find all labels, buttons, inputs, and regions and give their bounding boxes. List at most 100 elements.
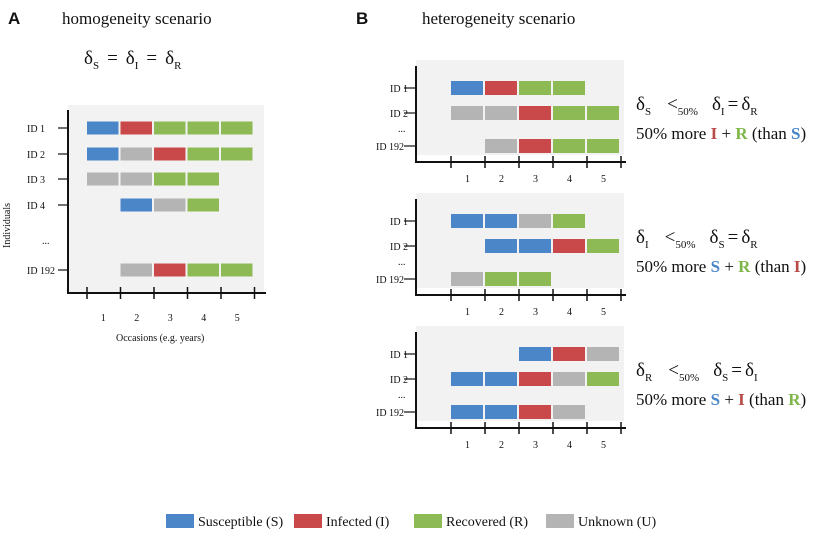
state-cell-U	[519, 214, 551, 228]
row-label: ID 4	[27, 201, 45, 212]
ellipsis: ...	[398, 124, 406, 135]
row-label: ID 1	[390, 350, 408, 361]
state-cell-R	[187, 172, 219, 186]
panel-b-subpanels: ID 1 ID 2 ID 192... 1 2 3 4 5 δS <50% δI = δR 50% mor…	[376, 60, 806, 451]
occasion-label: 3	[533, 307, 538, 318]
state-cell-I	[553, 239, 585, 253]
state-cell-U	[485, 139, 517, 153]
relation-equation: δI <50% δS = δR	[636, 227, 758, 251]
legend-label: Unknown (U)	[578, 515, 656, 530]
occasion-label: 1	[465, 174, 470, 185]
state-cell-U	[451, 272, 483, 286]
state-cell-S	[120, 198, 152, 212]
state-cell-S	[485, 372, 517, 386]
state-cell-R	[485, 272, 517, 286]
state-cell-R	[154, 121, 186, 135]
row-label: ID 1	[390, 217, 408, 228]
panel-b-title: heterogeneity scenario	[422, 9, 575, 28]
row-label: ID 2	[390, 375, 408, 386]
state-cell-R	[587, 372, 619, 386]
panel-a-x-ticks: 1 2 3 4 5	[86, 287, 256, 324]
row-label: ID 1	[27, 124, 45, 135]
state-cell-I	[485, 81, 517, 95]
legend-label: Infected (I)	[326, 515, 390, 530]
occasion-label: 5	[235, 313, 240, 324]
state-cell-R	[587, 106, 619, 120]
row-label: ID 2	[27, 150, 45, 161]
legend-label: Susceptible (S)	[198, 515, 283, 530]
occasion-label: 2	[134, 313, 139, 324]
legend-swatch-U	[546, 514, 574, 528]
state-cell-R	[553, 106, 585, 120]
legend: Susceptible (S) Infected (I) Recovered (R)…	[166, 514, 656, 530]
state-cell-I	[154, 147, 186, 161]
comparison-text: 50% more S + I (than R)	[636, 390, 806, 409]
panel-a-row-labels: ID 1 ID 2 ID 3 ID 4 ID 192	[27, 124, 68, 277]
state-cell-I	[519, 139, 551, 153]
state-cell-R	[221, 263, 253, 277]
ellipsis: ...	[398, 390, 406, 401]
panel-b-letter: B	[356, 9, 368, 28]
row-label: ID 192	[376, 275, 404, 286]
legend-label: Recovered (R)	[446, 515, 528, 530]
x-axis-label: Occasions (e.g. years)	[116, 333, 204, 344]
row-label: ID 192	[27, 266, 55, 277]
state-cell-S	[451, 81, 483, 95]
state-cell-R	[154, 172, 186, 186]
occasion-label: 1	[101, 313, 106, 324]
state-cell-S	[451, 405, 483, 419]
state-cell-R	[221, 121, 253, 135]
legend-swatch-I	[294, 514, 322, 528]
state-cell-R	[553, 139, 585, 153]
relation-equation: δR <50% δS = δI	[636, 360, 758, 384]
state-cell-S	[485, 214, 517, 228]
panel-a-letter: A	[8, 9, 20, 28]
state-cell-R	[187, 147, 219, 161]
panel-b: B heterogeneity scenario ID 1 ID 2 ID 192.…	[356, 9, 806, 451]
state-cell-U	[451, 106, 483, 120]
occasion-label: 4	[567, 440, 572, 451]
state-cell-R	[587, 239, 619, 253]
row-label: ID 192	[376, 408, 404, 419]
state-cell-I	[519, 372, 551, 386]
state-cell-S	[87, 121, 119, 135]
legend-swatch-R	[414, 514, 442, 528]
occasion-label: 5	[601, 440, 606, 451]
state-cell-I	[519, 405, 551, 419]
state-cell-U	[485, 106, 517, 120]
state-cell-R	[553, 81, 585, 95]
state-cell-R	[221, 147, 253, 161]
relation-equation: δS <50% δI = δR	[636, 94, 758, 118]
row-label: ID 2	[390, 109, 408, 120]
panel-a-axes	[67, 110, 266, 294]
state-cell-U	[120, 263, 152, 277]
state-cell-U	[553, 372, 585, 386]
state-cell-U	[120, 172, 152, 186]
panel-a-ellipsis: ...	[42, 236, 50, 247]
row-label: ID 1	[390, 84, 408, 95]
state-cell-S	[451, 214, 483, 228]
occasion-label: 4	[201, 313, 206, 324]
subpanel-axes	[415, 332, 626, 429]
state-cell-R	[519, 272, 551, 286]
state-cell-S	[485, 405, 517, 419]
subpanel-2: ID 1 ID 2 ID 192... 1 2 3 4 5 δI <50% δS = δR 50% mor…	[376, 193, 806, 318]
occasion-label: 1	[465, 307, 470, 318]
panel-a-bars	[87, 121, 253, 277]
state-cell-I	[519, 106, 551, 120]
state-cell-U	[154, 198, 186, 212]
subpanel-axes	[415, 66, 626, 163]
occasion-label: 2	[499, 174, 504, 185]
state-cell-U	[553, 405, 585, 419]
legend-swatch-S	[166, 514, 194, 528]
row-label: ID 2	[390, 242, 408, 253]
state-cell-S	[87, 147, 119, 161]
state-cell-S	[519, 239, 551, 253]
state-cell-S	[451, 372, 483, 386]
occasion-label: 3	[533, 440, 538, 451]
y-axis-label: Individuals	[2, 203, 13, 248]
state-cell-R	[519, 81, 551, 95]
comparison-text: 50% more S + R (than I)	[636, 257, 806, 276]
occasion-label: 3	[168, 313, 173, 324]
state-cell-U	[120, 147, 152, 161]
